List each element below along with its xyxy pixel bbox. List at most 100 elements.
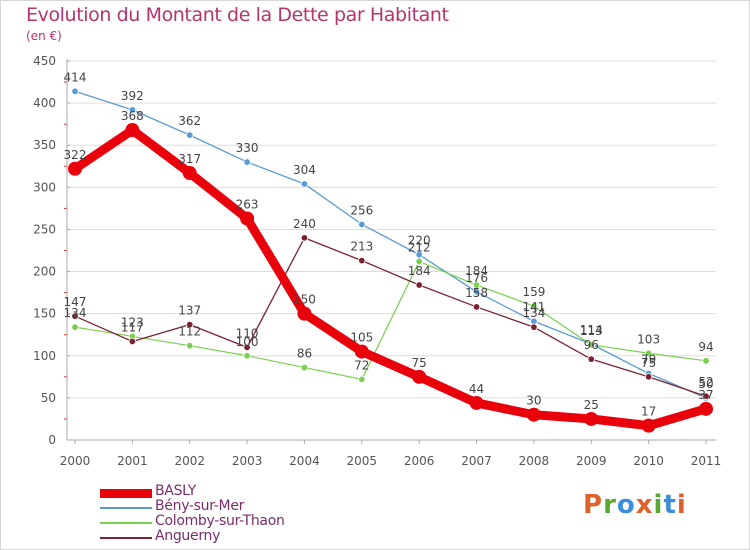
y-tick-label: 200 <box>33 265 56 279</box>
logo-letter: P <box>583 490 604 520</box>
x-tick-label: 2000 <box>60 454 91 468</box>
data-point <box>526 407 541 422</box>
legend-swatch <box>100 489 152 498</box>
series-line <box>74 90 707 399</box>
data-label: 414 <box>64 70 87 84</box>
proxiti-logo: Proxiti <box>583 490 687 520</box>
data-point <box>186 341 194 350</box>
data-label: 159 <box>522 285 545 299</box>
data-label: 263 <box>236 197 259 211</box>
y-tick-label: 250 <box>33 222 56 236</box>
x-tick-label: 2002 <box>174 454 205 468</box>
data-point <box>71 312 79 320</box>
data-point <box>186 320 194 329</box>
data-point <box>300 180 309 188</box>
data-label: 240 <box>293 217 316 231</box>
legend-label: BASLY <box>155 483 197 499</box>
data-label: 117 <box>121 320 144 334</box>
data-label: 37 <box>698 388 713 402</box>
logo-letter: i <box>653 490 664 520</box>
data-label: 134 <box>64 306 87 320</box>
data-label: 79 <box>641 352 656 366</box>
series-line <box>74 260 707 380</box>
data-label: 86 <box>297 347 312 361</box>
data-label: 184 <box>465 264 488 278</box>
data-label: 184 <box>408 264 431 278</box>
data-labels: 322 368 317 263 150 105 75 44 30 25 17 37 414 392 362 3… <box>64 70 714 418</box>
data-point <box>412 369 427 384</box>
data-label: 113 <box>580 324 603 338</box>
data-label: 141 <box>522 300 545 314</box>
data-label: 75 <box>641 356 656 370</box>
data-label: 123 <box>121 315 144 329</box>
chart-unit-label: (en €) <box>26 29 62 43</box>
data-point <box>128 337 137 346</box>
data-label: 110 <box>236 326 259 340</box>
data-label: 220 <box>408 234 431 248</box>
y-tick-label: 150 <box>33 307 56 321</box>
data-point <box>354 344 369 359</box>
x-tick-label: 2003 <box>232 454 263 468</box>
y-tick-label: 50 <box>41 391 56 405</box>
data-label: 25 <box>584 398 599 412</box>
data-label: 112 <box>178 325 201 339</box>
data-point <box>300 234 309 242</box>
data-label: 150 <box>293 293 316 307</box>
data-label: 72 <box>354 358 369 372</box>
grid-lines <box>69 60 716 399</box>
y-tick-label: 400 <box>33 96 56 110</box>
data-point <box>358 256 366 265</box>
data-point <box>530 323 538 331</box>
data-point <box>68 161 82 176</box>
x-tick-label: 2011 <box>691 454 722 468</box>
data-point <box>702 357 710 365</box>
x-tick-label: 2001 <box>117 454 148 468</box>
x-tick-label: 2004 <box>289 454 320 468</box>
data-label: 147 <box>64 295 87 309</box>
data-label: 134 <box>522 306 545 320</box>
data-label: 103 <box>637 332 660 346</box>
series-line <box>70 125 711 431</box>
data-label: 100 <box>236 335 259 349</box>
data-label: 392 <box>121 89 144 103</box>
logo-letter: r <box>603 490 617 520</box>
logo-letter: o <box>616 490 636 520</box>
data-label: 105 <box>350 331 373 345</box>
data-point <box>243 343 251 352</box>
logo-letter: i <box>676 490 687 520</box>
x-tick-label: 2010 <box>633 454 664 468</box>
data-point <box>587 341 595 349</box>
y-tick-label: 100 <box>33 349 56 363</box>
data-point <box>71 87 79 96</box>
x-tick-label: 2008 <box>519 454 550 468</box>
y-tick-label: 0 <box>48 433 56 447</box>
data-point <box>702 392 710 400</box>
data-label: 304 <box>293 163 316 177</box>
data-point <box>240 211 255 226</box>
data-label: 44 <box>469 382 484 396</box>
data-label: 30 <box>526 394 541 408</box>
chart-title: Evolution du Montant de la Dette par Hab… <box>26 4 449 26</box>
data-point <box>186 131 194 139</box>
data-label: 256 <box>350 203 373 217</box>
data-label: 176 <box>465 271 488 285</box>
legend-swatch <box>100 507 152 509</box>
data-label: 368 <box>121 109 144 123</box>
y-tick-label: 450 <box>33 54 56 68</box>
data-label: 137 <box>178 304 201 318</box>
logo-letter: x <box>635 490 654 520</box>
data-point <box>300 363 309 372</box>
series-line <box>74 237 707 397</box>
data-point <box>297 306 312 321</box>
logo-letter: t <box>663 490 677 520</box>
legend-label: Anguerny <box>155 528 221 544</box>
data-label: 213 <box>350 240 373 254</box>
data-point <box>243 352 251 360</box>
x-tick-label: 2005 <box>347 454 378 468</box>
data-label: 17 <box>641 405 656 419</box>
data-label: 330 <box>236 141 259 155</box>
data-point <box>644 373 653 381</box>
legend-label: Colomby-sur-Thaon <box>155 513 285 529</box>
